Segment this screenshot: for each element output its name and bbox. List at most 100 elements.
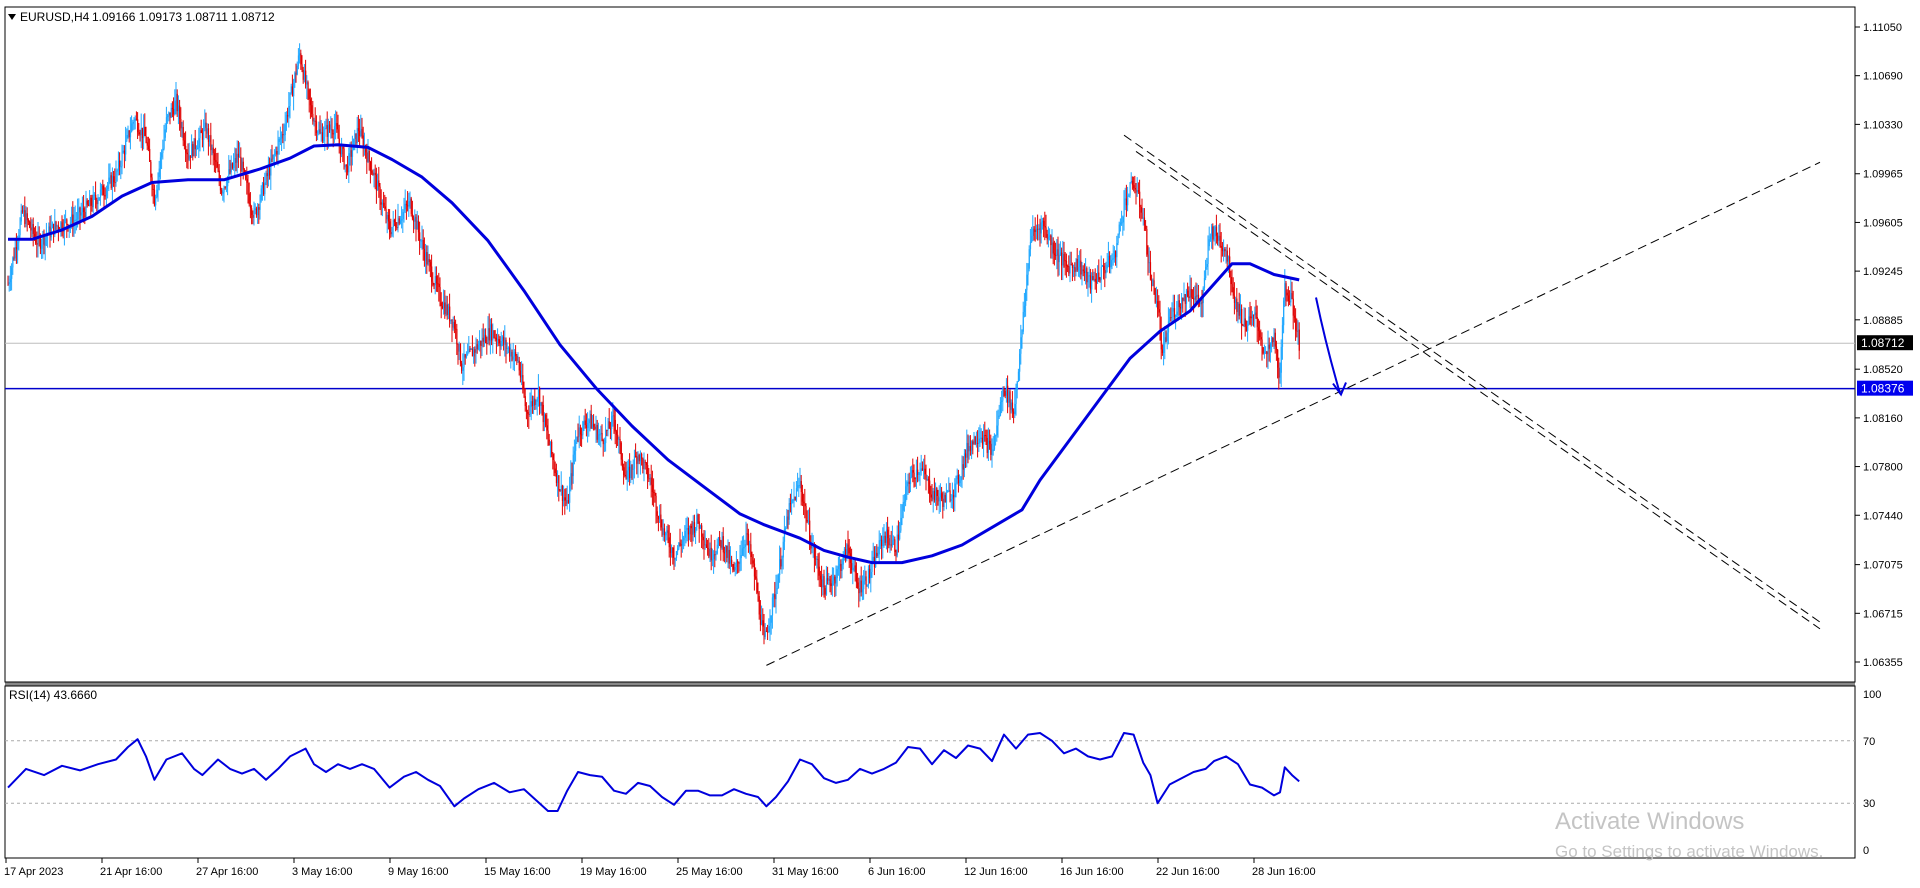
candle-up — [572, 454, 574, 477]
candle-up — [25, 213, 27, 224]
candle-down — [269, 168, 271, 176]
candle-down — [441, 306, 444, 309]
candle-up — [771, 597, 774, 616]
candle-down — [548, 439, 550, 446]
candle-down — [564, 497, 566, 501]
candle-up — [333, 126, 336, 135]
candle-up — [637, 455, 639, 464]
candle-up — [475, 344, 477, 353]
candle-up — [1101, 265, 1104, 267]
candle-down — [1034, 229, 1036, 232]
candle-down — [1092, 275, 1094, 281]
candle-up — [101, 185, 103, 190]
candle-up — [835, 578, 837, 584]
candle-up — [1176, 311, 1178, 315]
candle-down — [1249, 316, 1251, 318]
candle-down — [379, 186, 381, 203]
candle-down — [541, 402, 543, 405]
candle-down — [585, 424, 588, 429]
candle-down — [531, 401, 534, 406]
candle-up — [683, 537, 685, 541]
candle-down — [553, 459, 555, 469]
candle-down — [1277, 349, 1279, 368]
trendline-falling-resistance-a[interactable] — [1123, 134, 1821, 623]
candle-down — [246, 178, 248, 183]
candle-up — [211, 147, 213, 151]
candle-up — [427, 259, 429, 265]
candle-down — [624, 474, 626, 476]
candle-up — [143, 126, 145, 139]
candle-up — [885, 529, 888, 543]
candle-down — [613, 415, 615, 420]
candle-up — [330, 129, 332, 131]
moving-average-line[interactable] — [8, 143, 1300, 565]
candle-down — [26, 213, 28, 221]
candle-up — [81, 208, 84, 213]
symbol-menu-triangle-icon[interactable] — [8, 14, 16, 20]
candle-up — [920, 468, 922, 472]
candle-down — [547, 430, 549, 440]
candle-down — [435, 276, 438, 284]
candle-up — [1185, 290, 1188, 304]
candle-up — [893, 539, 895, 541]
candle-up — [477, 345, 480, 350]
candle-up — [111, 176, 114, 188]
candle-down — [219, 180, 222, 191]
candle-up — [575, 441, 577, 451]
candle-up — [535, 401, 537, 405]
candle-up — [1163, 344, 1165, 353]
candle-down — [1212, 226, 1214, 240]
candle-down — [1099, 279, 1101, 281]
candle-up — [843, 549, 846, 555]
candle-down — [1045, 227, 1047, 235]
candle-up — [504, 339, 506, 345]
candle-up — [285, 115, 288, 125]
candle-up — [60, 222, 62, 231]
candle-up — [1075, 258, 1077, 272]
candle-down — [357, 128, 360, 131]
candle-up — [975, 442, 978, 444]
candle-up — [85, 200, 87, 218]
support-level-tag-label: 1.08376 — [1861, 382, 1905, 396]
candle-down — [830, 583, 832, 587]
candle-up — [1196, 294, 1198, 297]
candle-down — [104, 195, 106, 197]
candle-down — [153, 189, 156, 206]
candle-up — [14, 247, 16, 259]
candle-up — [1205, 266, 1207, 279]
rsi-line[interactable] — [7, 732, 1300, 812]
candle-down — [451, 319, 453, 328]
candle-up — [450, 319, 452, 322]
candle-up — [20, 210, 22, 222]
candle-down — [1190, 288, 1192, 298]
candle-up — [674, 558, 676, 560]
candle-down — [642, 458, 644, 470]
candle-up — [241, 161, 243, 172]
candle-down — [974, 436, 976, 444]
candle-down — [794, 496, 796, 501]
candle-up — [44, 237, 46, 246]
candle-up — [978, 438, 980, 444]
candle-up — [1136, 190, 1138, 193]
candle-down — [884, 535, 886, 543]
candle-down — [921, 468, 924, 470]
candle-up — [600, 432, 602, 435]
candle-up — [1214, 226, 1216, 237]
candle-down — [258, 207, 260, 210]
candle-down — [144, 126, 146, 136]
candle-down — [243, 169, 246, 173]
candle-down — [581, 434, 583, 436]
candle-up — [932, 491, 934, 500]
candle-up — [798, 485, 800, 487]
candle-up — [612, 415, 614, 417]
candle-up — [78, 207, 80, 213]
candle-down — [96, 200, 98, 205]
candle-up — [1025, 290, 1027, 306]
trendline-rising-support[interactable] — [766, 161, 1821, 666]
candle-up — [48, 226, 50, 235]
candle-up — [513, 352, 516, 357]
candle-down — [440, 302, 442, 307]
candle-down — [720, 540, 722, 548]
candle-down — [732, 564, 734, 570]
forecast-arrow[interactable] — [1315, 297, 1341, 394]
